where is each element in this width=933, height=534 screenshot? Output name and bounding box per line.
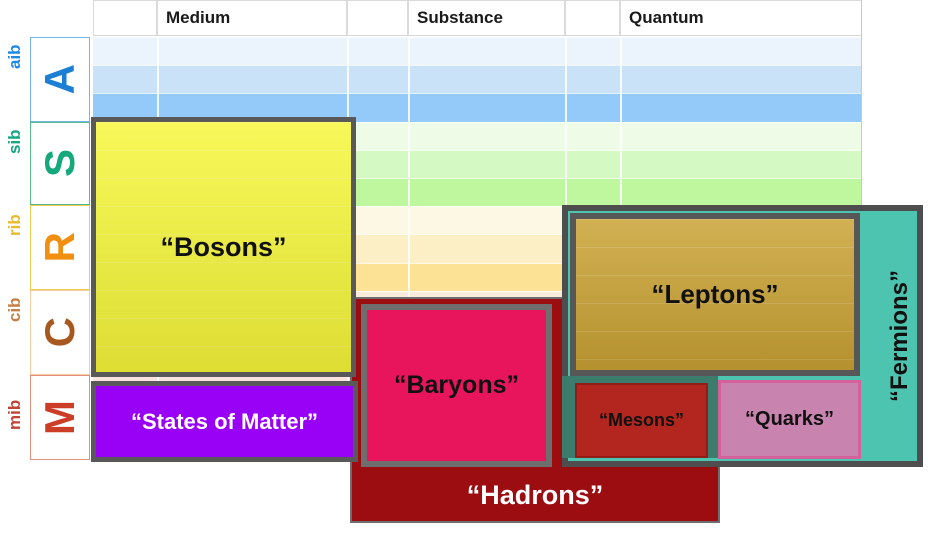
row-small-label-rib: rib <box>5 214 24 236</box>
header-gutter-cell <box>565 0 620 36</box>
header-cell-medium <box>157 0 347 36</box>
row-letter-a: A <box>36 64 83 95</box>
header-cell-substance <box>408 0 565 36</box>
grid-band <box>93 93 862 122</box>
row-letter-box-m: M <box>30 375 90 460</box>
header-cell-quantum <box>620 0 862 36</box>
fermions-label: “Fermions” <box>886 269 913 403</box>
quarks-label: “Quarks” <box>745 408 834 430</box>
bosons-label: “Bosons” <box>160 231 287 262</box>
row-letter-s: S <box>36 149 83 178</box>
row-letter-box-c: C <box>30 290 90 375</box>
row-small-label-sib: sib <box>5 129 24 155</box>
column-header-substance: Substance <box>417 8 503 27</box>
grid-band <box>93 37 862 66</box>
row-small-label-cib: cib <box>5 297 24 323</box>
leptons-label: “Leptons” <box>651 279 779 309</box>
row-small-label-mib: mib <box>5 399 24 431</box>
bosons-box: “Bosons” <box>91 117 356 377</box>
column-header-medium: Medium <box>166 8 231 27</box>
column-header-quantum: Quantum <box>629 8 704 27</box>
row-letter-box-s: S <box>30 122 90 205</box>
baryons-label: “Baryons” <box>393 371 520 399</box>
leptons-box: “Leptons” <box>570 213 860 376</box>
row-letter-box-r: R <box>30 205 90 290</box>
states-of-matter-box: “States of Matter” <box>91 381 358 462</box>
row-letter-c: C <box>36 317 83 348</box>
baryons-box: “Baryons” <box>361 304 552 467</box>
mesons-label: “Mesons” <box>598 410 685 430</box>
quarks-box: “Quarks” <box>718 380 861 459</box>
row-letter-m: M <box>36 400 83 435</box>
row-small-label-aib: aib <box>5 44 24 70</box>
grid-band <box>93 65 862 94</box>
row-letter-box-a: A <box>30 37 90 122</box>
hadrons-label: “Hadrons” <box>466 480 604 510</box>
grid-vline <box>408 37 410 460</box>
states-of-matter-label: “States of Matter” <box>130 408 319 434</box>
header-gutter-cell <box>93 0 157 36</box>
row-letter-r: R <box>36 232 83 263</box>
mesons-box: “Mesons” <box>575 383 708 458</box>
header-gutter-cell <box>347 0 408 36</box>
